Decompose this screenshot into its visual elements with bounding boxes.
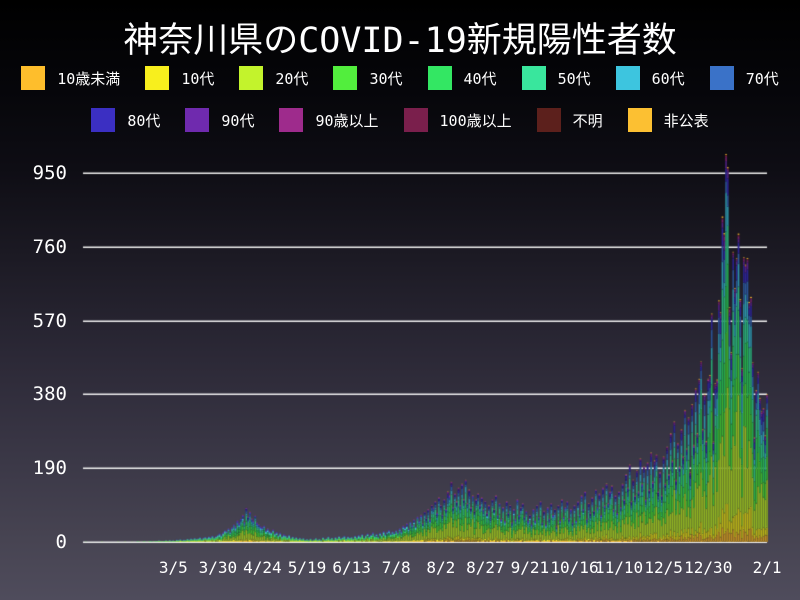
legend-label-age-10s: 10代 (181, 69, 215, 88)
legend-swatch-age-50s (521, 66, 546, 90)
legend-item-age-10s: 10代 (145, 66, 214, 90)
x-tick-label-12-5: 12/5 (644, 558, 683, 577)
legend-label-age-30s: 30代 (369, 69, 403, 88)
legend-swatch-age-90s (185, 108, 210, 132)
legend-label-age-60s: 60代 (651, 69, 685, 88)
legend-row-2: 80代 90代 90歳以上 100歳以上 不明 非公表 (0, 108, 800, 132)
legend-label-age-40s: 40代 (463, 69, 497, 88)
legend-label-undisclosed: 非公表 (663, 111, 709, 130)
legend-item-age-20s: 20代 (239, 66, 308, 90)
legend-label-age-90s: 90代 (221, 111, 255, 130)
legend-swatch-age-100-plus (403, 108, 428, 132)
legend-item-age-60s: 60代 (615, 66, 685, 90)
legend-label-age-100-plus: 100歳以上 (439, 111, 512, 130)
legend-item-age-50s: 50代 (521, 66, 591, 90)
legend-label-age-70s: 70代 (745, 69, 779, 88)
legend-item-age-30s: 30代 (333, 66, 403, 90)
legend-swatch-undisclosed (627, 108, 652, 132)
y-tick-label-190: 190 (32, 457, 67, 480)
y-tick-label-0: 0 (55, 531, 67, 553)
legend-swatch-age-30s (333, 66, 358, 90)
legend-label-age-20s: 20代 (275, 69, 309, 88)
legend-item-age-70s: 70代 (709, 66, 779, 90)
legend-item-unknown: 不明 (536, 108, 603, 132)
legend-item-age-40s: 40代 (427, 66, 497, 90)
legend-label-age-80s: 80代 (127, 111, 161, 130)
x-tick-label-5-19: 5/19 (287, 558, 327, 577)
legend-label-age-under-10: 10歳未満 (57, 69, 121, 88)
legend-swatch-age-80s (91, 108, 116, 132)
x-tick-label-8-27: 8/27 (466, 558, 505, 577)
x-tick-label-7-8: 7/8 (381, 558, 411, 577)
legend-label-unknown: 不明 (572, 111, 603, 130)
x-tick-label-4-24: 4/24 (243, 558, 282, 577)
legend-swatch-age-60s (615, 66, 640, 90)
legend-swatch-unknown (536, 108, 561, 132)
x-tick-label-3-30: 3/30 (198, 558, 238, 577)
y-tick-label-760: 760 (32, 235, 67, 258)
legend-item-undisclosed: 非公表 (627, 108, 709, 132)
x-tick-label-9-21: 9/21 (510, 558, 550, 577)
x-tick-label-6-13: 6/13 (332, 558, 371, 577)
x-tick-label-11-10: 11/10 (595, 558, 644, 577)
legend-item-age-under-10: 10歳未満 (21, 66, 120, 90)
legend-label-age-90-plus: 90歳以上 (315, 111, 379, 130)
x-tick-label-8-2: 8/2 (426, 558, 456, 577)
legend-label-age-50s: 50代 (557, 69, 591, 88)
legend-swatch-age-90-plus (279, 108, 304, 132)
legend-swatch-age-under-10 (21, 66, 46, 90)
y-tick-label-950: 950 (32, 162, 67, 184)
y-tick-label-570: 570 (32, 309, 67, 332)
legend-swatch-age-40s (427, 66, 452, 90)
legend-item-age-100-plus: 100歳以上 (403, 108, 512, 132)
chart-title: 神奈川県のCOVID-19新規陽性者数 (123, 21, 677, 61)
x-tick-label-3-5: 3/5 (158, 558, 188, 577)
x-tick-label-2-1: 2/1 (752, 558, 782, 577)
legend-item-age-80s: 80代 (91, 108, 160, 132)
x-tick-label-12-30: 12/30 (684, 558, 733, 577)
y-tick-label-380: 380 (32, 383, 67, 406)
legend-swatch-age-70s (709, 66, 734, 90)
legend-item-age-90-plus: 90歳以上 (279, 108, 379, 132)
legend-swatch-age-10s (145, 66, 170, 90)
legend-item-age-90s: 90代 (185, 108, 254, 132)
legend-swatch-age-20s (239, 66, 264, 90)
legend-row-1: 10歳未満 10代 20代 30代 40代 50代 60代 70代 (0, 66, 800, 90)
x-tick-label-10-16: 10/16 (550, 558, 599, 577)
